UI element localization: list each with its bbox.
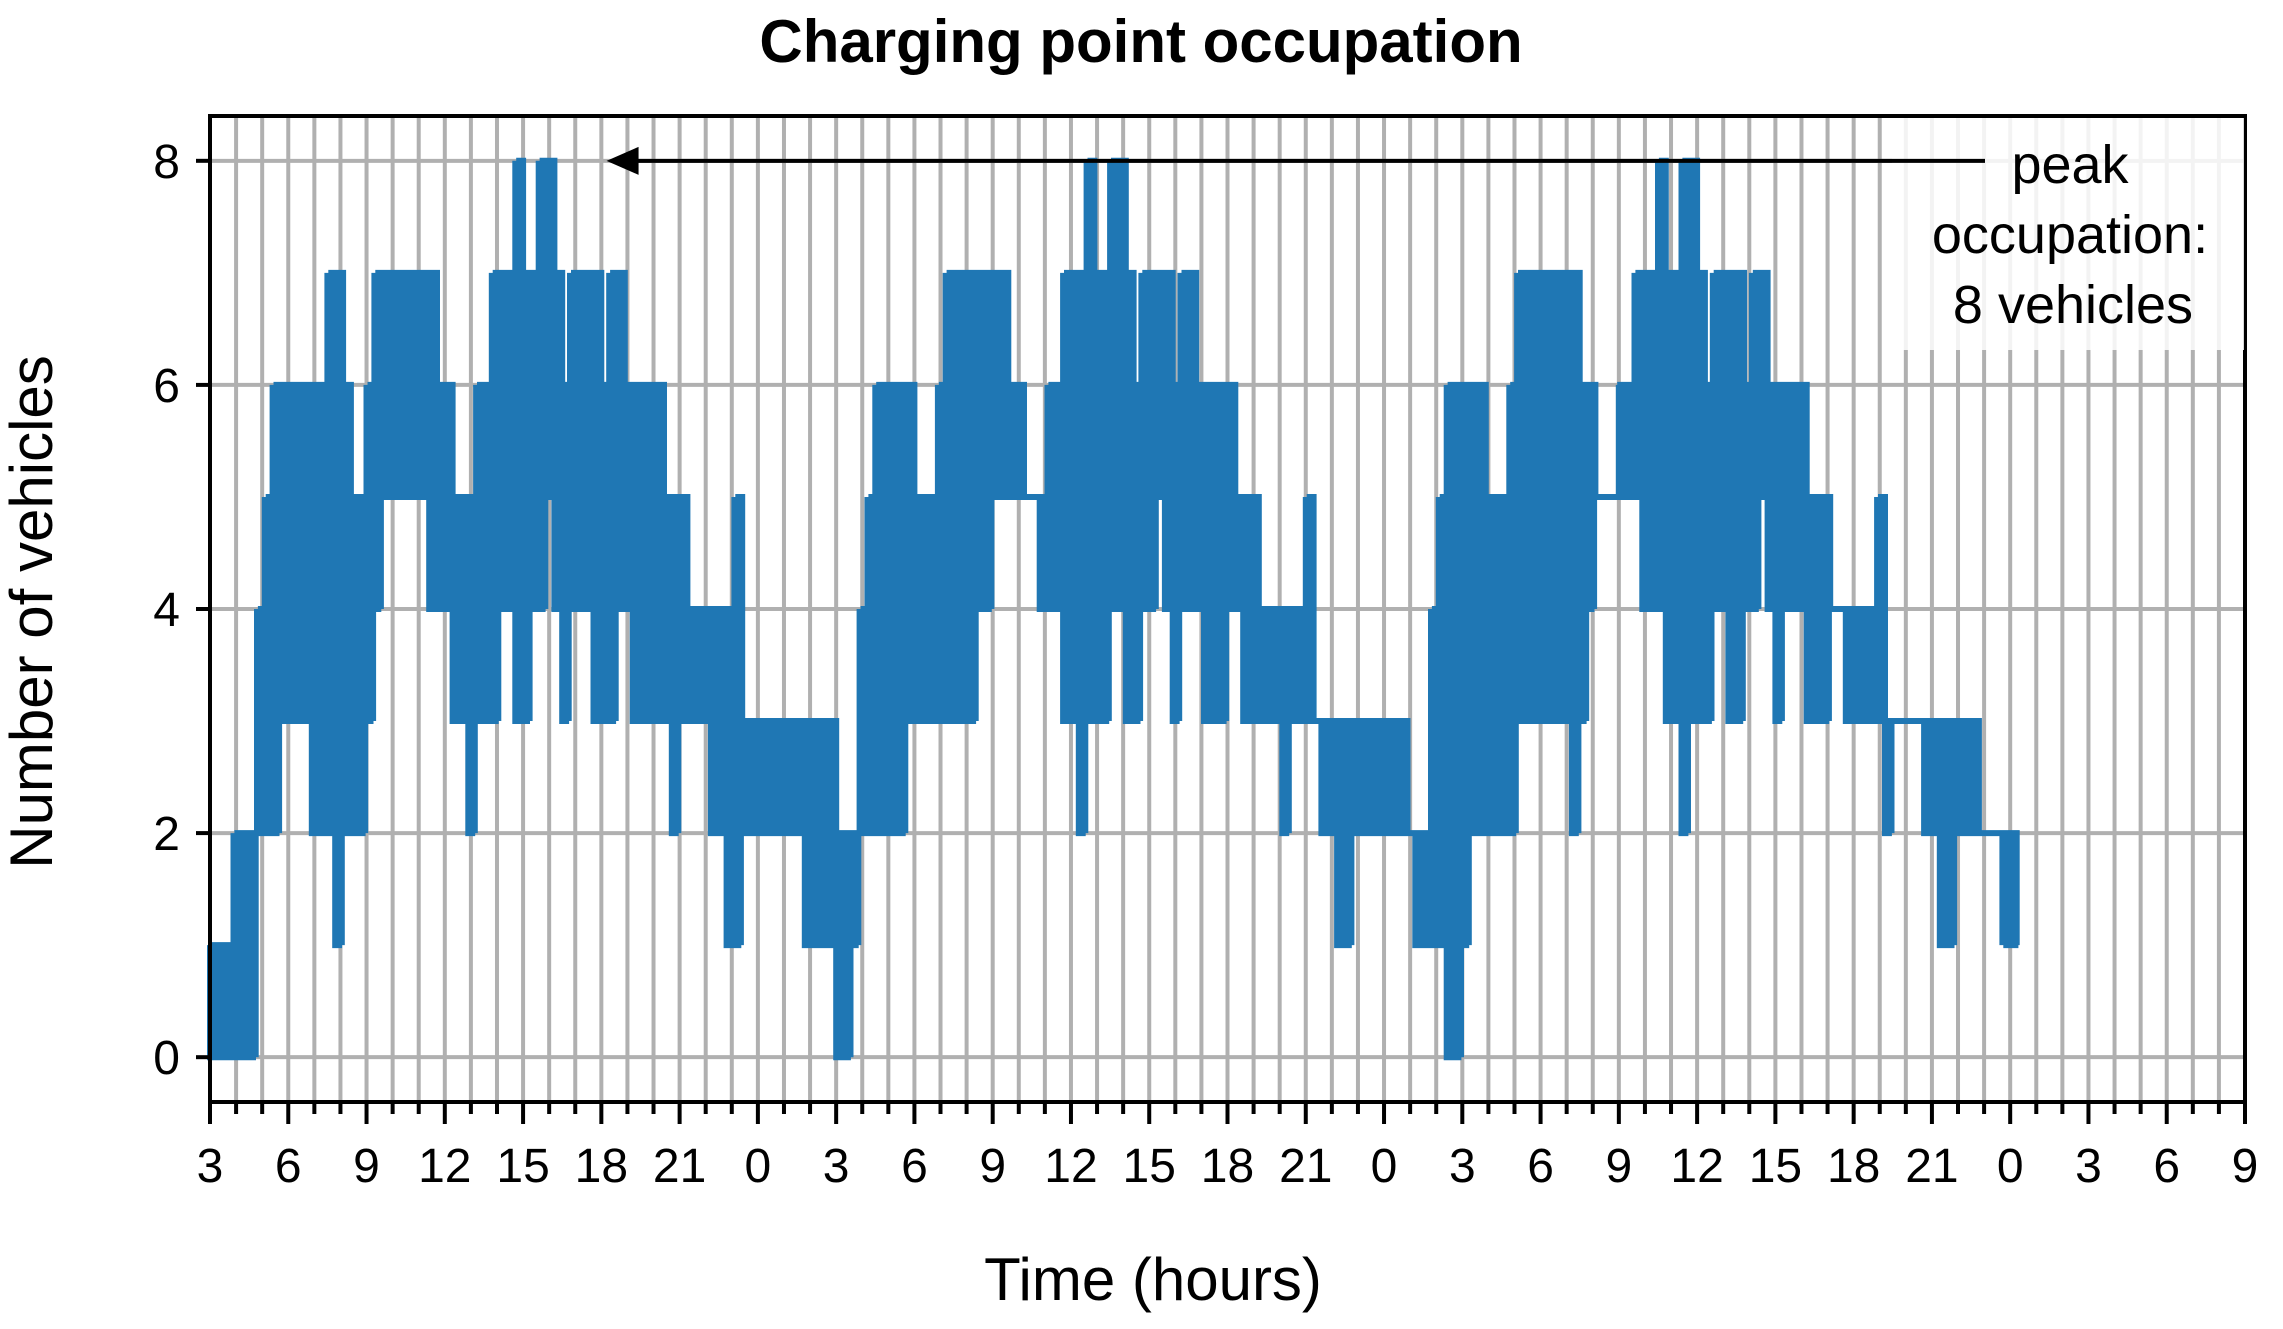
y-tick-label: 6 xyxy=(153,360,180,413)
x-tick-label: 18 xyxy=(575,1140,628,1193)
annotation-box xyxy=(1892,118,2244,350)
annotation-text-line: 8 vehicles xyxy=(1953,275,2193,335)
peak-annotation: peak occupation: 8 vehicles xyxy=(606,118,2244,350)
x-tick-label: 15 xyxy=(1123,1140,1176,1193)
x-tick-label: 9 xyxy=(353,1140,380,1193)
x-tick-label: 21 xyxy=(1279,1140,1332,1193)
x-tick-label: 9 xyxy=(1605,1140,1632,1193)
x-tick-label: 15 xyxy=(496,1140,549,1193)
x-tick-label: 12 xyxy=(1670,1140,1723,1193)
y-tick-label: 8 xyxy=(153,136,180,189)
x-tick-label: 3 xyxy=(2075,1140,2102,1193)
x-tick-label: 21 xyxy=(1905,1140,1958,1193)
x-tick-label: 3 xyxy=(823,1140,850,1193)
y-tick-label: 4 xyxy=(153,584,180,637)
series-occupancy-line xyxy=(207,157,2020,1061)
x-tick-label: 6 xyxy=(2153,1140,2180,1193)
x-tick-label: 15 xyxy=(1749,1140,1802,1193)
x-tick-label: 18 xyxy=(1201,1140,1254,1193)
x-axis-label: Time (hours) xyxy=(984,1246,1322,1313)
annotation-arrow-head xyxy=(606,146,639,175)
x-tick-label: 6 xyxy=(275,1140,302,1193)
x-tick-label: 9 xyxy=(979,1140,1006,1193)
x-tick-label: 12 xyxy=(1044,1140,1097,1193)
x-tick-label: 6 xyxy=(901,1140,928,1193)
x-tick-label: 0 xyxy=(1371,1140,1398,1193)
annotation-text-line: peak xyxy=(2011,135,2129,195)
y-tick-label: 0 xyxy=(153,1032,180,1085)
annotation-text-line: occupation: xyxy=(1932,205,2208,265)
series-line xyxy=(207,157,2020,1061)
x-tick-label: 21 xyxy=(653,1140,706,1193)
x-tick-label: 0 xyxy=(1997,1140,2024,1193)
chart-title: Charging point occupation xyxy=(759,8,1522,75)
x-tick-label: 12 xyxy=(418,1140,471,1193)
x-tick-label: 0 xyxy=(745,1140,772,1193)
x-tick-label: 18 xyxy=(1827,1140,1880,1193)
x-tick-label: 6 xyxy=(1527,1140,1554,1193)
y-tick-label: 2 xyxy=(153,808,180,861)
x-tick-label: 3 xyxy=(1449,1140,1476,1193)
x-tick-label: 3 xyxy=(197,1140,224,1193)
y-axis-label: Number of vehicles xyxy=(0,355,65,869)
x-tick-label: 9 xyxy=(2232,1140,2259,1193)
